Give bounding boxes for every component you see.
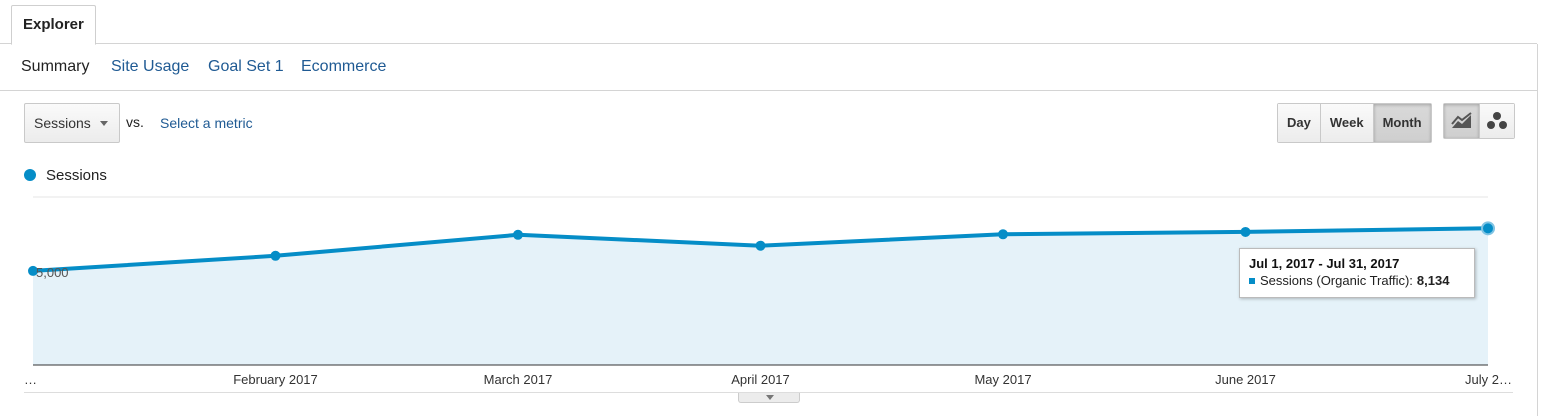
sessions-area [33, 228, 1488, 365]
period-week-button[interactable]: Week [1319, 104, 1373, 142]
data-tooltip: Jul 1, 2017 - Jul 31, 2017 Sessions (Org… [1239, 248, 1475, 298]
chevron-down-icon [766, 395, 774, 400]
tooltip-value: 8,134 [1416, 273, 1450, 288]
chart-type-selector [1443, 103, 1515, 139]
chart-legend: Sessions [24, 166, 107, 184]
metric-dropdown[interactable]: Sessions [24, 103, 120, 143]
data-point[interactable] [1481, 221, 1495, 236]
sub-navigation: Summary Site Usage Goal Set 1 Ecommerce [0, 44, 1537, 91]
panel-right-border [1537, 44, 1538, 416]
select-metric-link[interactable]: Select a metric [160, 115, 253, 131]
tooltip-series-label: Sessions (Organic Traffic): [1260, 273, 1413, 288]
motion-chart-button[interactable] [1479, 104, 1514, 138]
data-point[interactable] [513, 229, 523, 240]
subnav-summary[interactable]: Summary [21, 58, 90, 75]
tab-bar: Explorer [0, 0, 1537, 45]
x-tick-label: June 2017 [1215, 372, 1276, 387]
x-tick-label: July 2… [1465, 372, 1512, 387]
period-month-button[interactable]: Month [1372, 104, 1431, 142]
x-tick-label: March 2017 [484, 372, 553, 387]
sessions-chart: 10,000 5,000 … February 2017 March 2017 April… [24, 195, 1512, 387]
subnav-ecommerce[interactable]: Ecommerce [301, 58, 387, 75]
x-tick-label: February 2017 [233, 372, 318, 387]
data-point[interactable] [270, 250, 281, 261]
data-point[interactable] [28, 265, 38, 276]
tooltip-title: Jul 1, 2017 - Jul 31, 2017 [1249, 256, 1400, 271]
subnav-goal-set-1[interactable]: Goal Set 1 [208, 58, 284, 75]
y-tick-label: 10,000 [36, 195, 76, 196]
tab-explorer[interactable]: Explorer [11, 5, 96, 45]
x-tick-label: April 2017 [731, 372, 790, 387]
metric-dropdown-value: Sessions [34, 115, 91, 131]
legend-color-dot [24, 169, 36, 181]
y-tick-label: 5,000 [36, 265, 69, 280]
tooltip-color-square [1249, 278, 1255, 284]
data-point[interactable] [998, 229, 1008, 240]
collapse-chart-button[interactable] [738, 393, 800, 403]
x-tick-label: … [24, 372, 37, 387]
chevron-down-icon [100, 121, 108, 126]
period-selector: Day Week Month [1277, 103, 1432, 143]
vs-label: vs. [126, 114, 144, 130]
line-chart-button[interactable] [1444, 104, 1479, 138]
tooltip-line: Sessions (Organic Traffic): 8,134 [1249, 272, 1465, 290]
data-point[interactable] [1240, 226, 1251, 237]
x-tick-label: May 2017 [974, 372, 1031, 387]
subnav-site-usage[interactable]: Site Usage [111, 58, 190, 75]
data-point[interactable] [755, 240, 766, 251]
motion-chart-icon [1487, 112, 1507, 129]
period-day-button[interactable]: Day [1278, 104, 1320, 142]
legend-label: Sessions [46, 166, 107, 184]
chart-bottom-divider [24, 392, 1513, 393]
line-chart-icon [1450, 112, 1472, 128]
